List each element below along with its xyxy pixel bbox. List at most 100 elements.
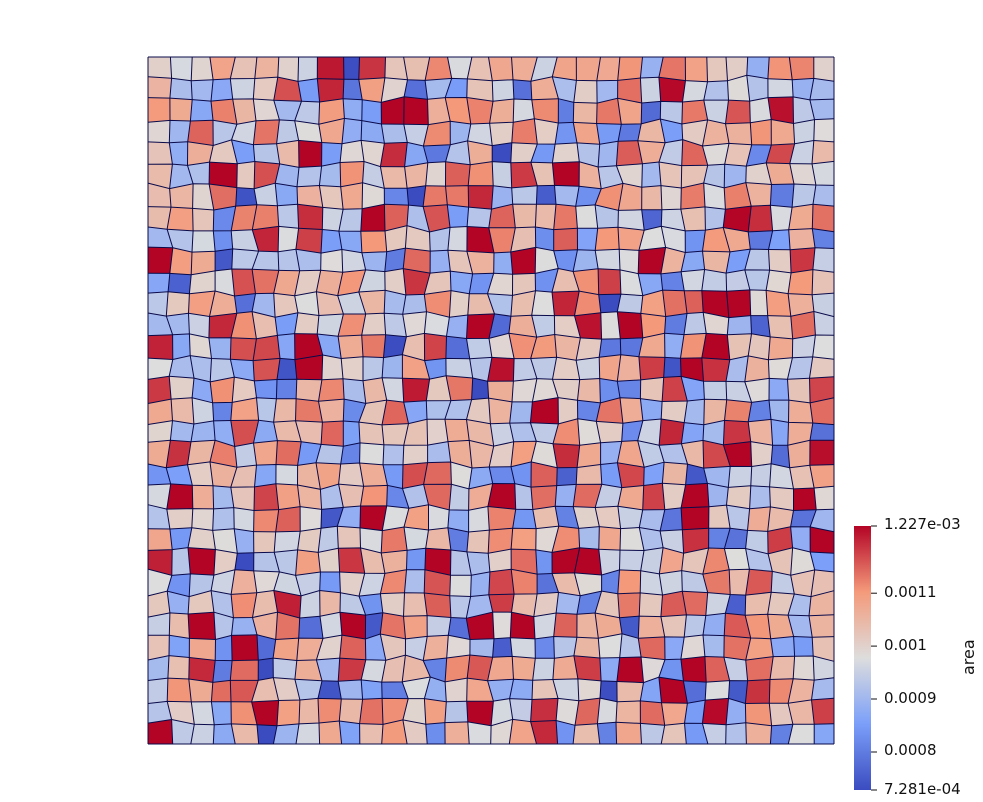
mesh-cell <box>230 337 257 361</box>
mesh-cell <box>597 698 618 724</box>
mesh-cell <box>793 119 815 144</box>
mesh-cell <box>616 140 643 166</box>
mesh-cell <box>790 526 811 552</box>
mesh-cell <box>231 269 256 296</box>
mesh-cell <box>320 612 342 639</box>
mesh-cell <box>617 294 643 314</box>
mesh-cell <box>490 423 514 447</box>
mesh-cell <box>402 677 431 699</box>
mesh-cell <box>188 547 216 576</box>
mesh-cell <box>703 440 731 469</box>
mesh-cell <box>444 721 470 744</box>
mesh-cell <box>148 313 173 336</box>
mesh-cell <box>402 354 430 380</box>
mesh-cell <box>318 698 342 723</box>
mesh-cell <box>445 140 471 165</box>
mesh-cell <box>787 440 810 468</box>
mesh-cell <box>257 634 276 661</box>
mesh-cell <box>449 290 470 318</box>
mesh-cell <box>406 548 426 570</box>
mesh-cell <box>169 355 194 379</box>
mesh-cell <box>169 635 190 658</box>
mesh-cell <box>641 101 661 124</box>
mesh-edge <box>251 56 260 745</box>
mesh-cell <box>275 506 301 532</box>
mesh-cell <box>273 77 302 102</box>
mesh-cell <box>556 467 578 486</box>
mesh-cell <box>169 141 188 166</box>
mesh-cell <box>558 397 578 424</box>
mesh-cell <box>723 635 751 661</box>
mesh-cell <box>553 204 578 230</box>
mesh-cell <box>595 613 622 639</box>
mesh-cell <box>600 680 618 702</box>
mesh-cell <box>530 57 558 82</box>
mesh-cell <box>617 379 641 399</box>
mesh-cell <box>535 268 559 293</box>
mesh-cell <box>273 420 302 442</box>
mesh-cell <box>231 311 257 339</box>
mesh-cell <box>318 118 345 144</box>
mesh-cell <box>663 357 682 378</box>
mesh-edge <box>358 56 367 745</box>
mesh-cell <box>535 204 556 230</box>
mesh-cell <box>339 635 366 660</box>
mesh-cell <box>728 466 752 488</box>
mesh-cell <box>789 140 814 164</box>
mesh-cell <box>423 144 451 163</box>
mesh-cell <box>448 617 470 640</box>
mesh-cell <box>616 700 641 724</box>
mesh-cell <box>273 293 298 318</box>
mesh-cell <box>450 462 472 489</box>
mesh-cell <box>424 358 447 380</box>
mesh-cell <box>577 400 601 422</box>
mesh-cell <box>450 550 472 576</box>
mesh-cell <box>273 100 302 121</box>
mesh-cell <box>725 594 746 616</box>
mesh-cell <box>511 461 532 488</box>
mesh-cell <box>531 441 558 468</box>
mesh-cell <box>530 357 557 380</box>
mesh-cell <box>295 249 321 271</box>
mesh-cell <box>640 700 665 726</box>
mesh-cell <box>382 505 409 531</box>
mesh-edge <box>615 56 624 745</box>
mesh-cell <box>511 528 537 550</box>
mesh-cell <box>338 484 364 508</box>
mesh-edge <box>229 56 238 745</box>
mesh-cell <box>359 723 383 744</box>
mesh-cell <box>384 204 409 231</box>
mesh-cell <box>300 506 322 532</box>
mesh-cell <box>231 248 259 270</box>
mesh-cell <box>638 636 665 660</box>
mesh-cell <box>790 547 815 576</box>
mesh-cell <box>509 719 537 744</box>
mesh-cell <box>257 724 277 744</box>
mesh-cell <box>555 484 577 507</box>
mesh-cell <box>513 99 535 123</box>
mesh-cell <box>211 78 233 102</box>
mesh-cell <box>253 98 280 121</box>
mesh-cell <box>274 531 301 553</box>
mesh-cell <box>661 185 682 210</box>
mesh-cell <box>167 701 195 725</box>
mesh-cell <box>745 722 772 744</box>
mesh-cell <box>660 614 687 638</box>
mesh-cell <box>640 398 663 421</box>
mesh-cell <box>599 657 620 682</box>
mesh-cell <box>768 249 792 273</box>
mesh-cell <box>680 357 704 382</box>
mesh-cell <box>252 612 278 640</box>
mesh-cell <box>510 162 538 188</box>
mesh-cell <box>273 270 300 296</box>
mesh-cell <box>788 594 811 616</box>
mesh-cell <box>322 207 344 232</box>
mesh-cell <box>254 464 276 487</box>
mesh-cell <box>342 118 362 144</box>
mesh-cell <box>316 291 344 316</box>
mesh-cell <box>382 698 409 725</box>
mesh-cell <box>724 399 752 422</box>
mesh-cell <box>488 204 516 228</box>
mesh-cell <box>640 723 665 744</box>
mesh-cell <box>492 142 512 163</box>
